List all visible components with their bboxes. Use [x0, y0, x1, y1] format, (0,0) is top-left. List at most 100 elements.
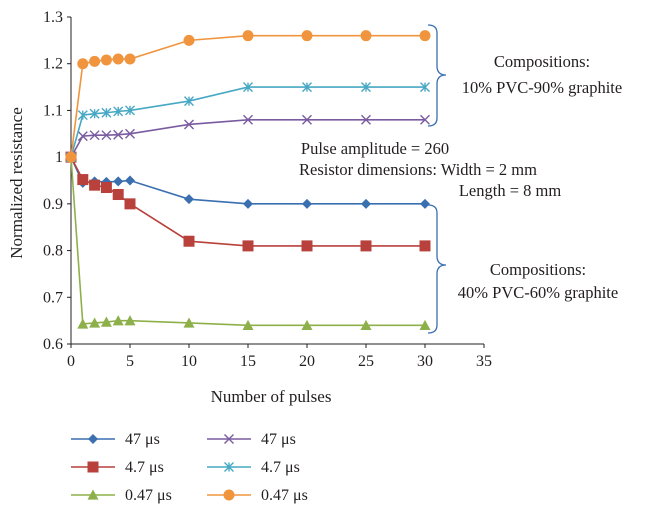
x-tick-label: 15 [240, 353, 256, 370]
group-top-label-line2: 10% PVC-90% graphite [462, 78, 622, 97]
legend-item: 0.47 μs [71, 487, 172, 504]
data-point [361, 82, 371, 93]
axes [67, 16, 485, 348]
y-tick-label: 1.1 [43, 102, 63, 119]
series-4 [66, 82, 430, 163]
legend-marker [87, 461, 99, 473]
data-point [124, 53, 136, 65]
x-tick-labels: 0 5 10 15 20 25 30 35 [67, 353, 492, 370]
x-tick-label: 0 [67, 353, 75, 370]
legend-label: 47 μs [125, 431, 160, 448]
annotations: Compositions: 10% PVC-90% graphite Pulse… [299, 24, 622, 334]
data-point [89, 130, 100, 141]
y-tick-labels: 0.6 0.7 0.8 0.9 1 1.1 1.2 1.3 [43, 9, 63, 353]
data-point [420, 114, 430, 125]
data-point [360, 319, 372, 330]
data-point [360, 30, 372, 42]
group-bottom-label-line1: Compositions: [490, 260, 586, 279]
data-point [124, 315, 136, 326]
pulse-amplitude-note: Pulse amplitude = 260 [301, 139, 449, 158]
legend-item: 0.47 μs [207, 487, 308, 504]
series-3 [66, 114, 430, 163]
data-point [302, 198, 312, 209]
y-tick-label: 0.8 [43, 243, 63, 260]
y-tick-label: 0.7 [43, 289, 63, 306]
legend-label: 0.47 μs [125, 487, 172, 504]
legend: 47 μs 4.7 μs 0.47 μs 47 μs 4.7 μs 0.47 μs [71, 431, 308, 504]
legend-marker [224, 434, 234, 444]
data-point [89, 179, 101, 191]
data-point [361, 114, 371, 125]
data-point [242, 240, 254, 252]
y-tick-label: 0.9 [43, 196, 63, 213]
y-tick-label: 0.6 [43, 336, 63, 353]
legend-marker [88, 434, 98, 444]
data-point [112, 315, 124, 326]
group-bottom-label-line2: 40% PVC-60% graphite [458, 283, 618, 302]
data-point [100, 54, 112, 66]
data-point [77, 110, 88, 121]
legend-label: 47 μs [261, 431, 296, 448]
brace-bottom [427, 204, 447, 334]
series-2 [65, 151, 431, 330]
data-point [419, 30, 431, 42]
data-point [101, 107, 112, 118]
data-point [419, 319, 431, 330]
data-point [77, 131, 88, 142]
x-tick-label: 35 [476, 353, 492, 370]
data-point [113, 106, 124, 117]
data-point [183, 34, 195, 46]
data-point [184, 96, 194, 107]
data-point [100, 182, 112, 194]
data-point [125, 128, 135, 139]
y-tick-label: 1.2 [43, 56, 63, 73]
length-note: Length = 8 mm [459, 181, 562, 200]
data-point [113, 129, 124, 140]
data-point [125, 175, 135, 186]
y-tick-label: 1 [55, 149, 63, 166]
data-point [243, 114, 253, 125]
resistor-dimensions-note: Resistor dimensions: Width = 2 mm [299, 160, 537, 179]
data-point [419, 240, 431, 252]
data-point [243, 198, 253, 209]
x-tick-label: 25 [358, 353, 374, 370]
data-point [361, 198, 371, 209]
data-point [302, 114, 312, 125]
data-point [112, 53, 124, 65]
data-point [77, 318, 89, 329]
legend-label: 4.7 μs [125, 459, 164, 476]
y-axis-title: Normalized resistance [7, 107, 26, 259]
data-point [420, 82, 430, 93]
data-point [242, 30, 254, 42]
data-point [125, 105, 135, 116]
data-point [243, 82, 253, 93]
data-point [183, 317, 195, 328]
data-point [124, 198, 136, 210]
series-1 [65, 151, 431, 252]
data-point [184, 194, 194, 205]
data-point [89, 108, 100, 119]
y-tick-label: 1.3 [43, 9, 63, 26]
data-point [184, 119, 194, 130]
x-tick-label: 30 [417, 353, 433, 370]
data-point [301, 240, 313, 252]
data-point [302, 82, 312, 93]
data-point [112, 189, 124, 201]
data-point [360, 240, 372, 252]
brace-top [427, 24, 447, 127]
legend-marker [224, 462, 234, 472]
series-layer [65, 30, 431, 330]
legend-item: 47 μs [207, 431, 296, 448]
data-point [113, 176, 124, 187]
data-point [242, 319, 254, 330]
data-point [301, 319, 313, 330]
legend-item: 4.7 μs [207, 459, 300, 476]
data-point [100, 316, 112, 327]
legend-label: 4.7 μs [261, 459, 300, 476]
legend-item: 47 μs [71, 431, 160, 448]
data-point [420, 198, 430, 209]
data-point [183, 235, 195, 247]
legend-marker [223, 489, 235, 501]
series-5 [65, 30, 431, 163]
